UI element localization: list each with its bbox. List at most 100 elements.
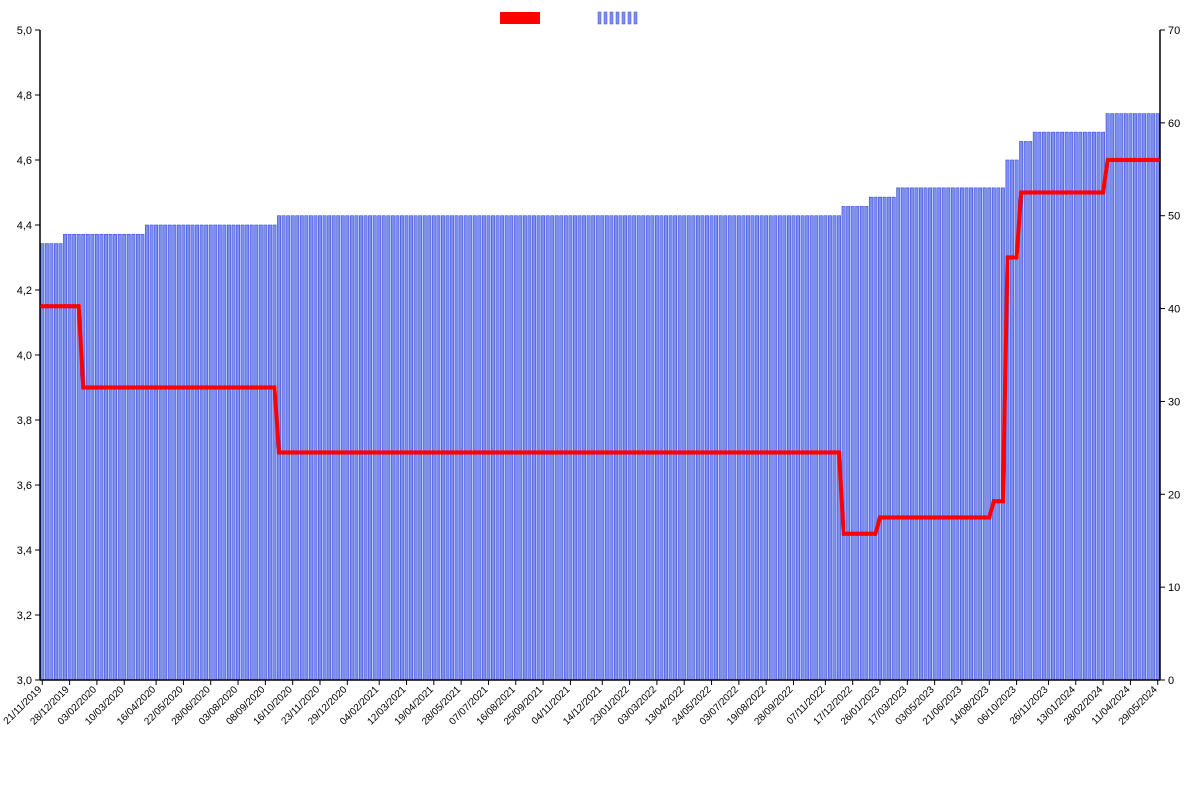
line-marker [527,450,531,454]
line-marker [646,450,650,454]
bar [350,216,353,680]
line-marker [536,450,540,454]
line-marker [86,385,90,389]
line-marker [463,450,467,454]
bar [960,188,963,680]
bar [901,188,904,680]
line-marker [377,450,381,454]
line-marker [500,450,504,454]
bar [801,216,804,680]
bar [1024,141,1027,680]
line-marker [290,450,294,454]
line-marker [1037,190,1041,194]
line-marker [878,515,882,519]
line-marker [1156,158,1160,162]
bar [487,216,490,680]
line-marker [805,450,809,454]
line-marker [149,385,153,389]
bar [810,216,813,680]
bar [532,216,535,680]
ytick-left-label: 4,2 [17,285,32,297]
line-marker [955,515,959,519]
line-marker [718,450,722,454]
bar [355,216,358,680]
bar [464,216,467,680]
bar [1042,132,1045,680]
line-marker [473,450,477,454]
line-marker [509,450,513,454]
bar [100,234,103,680]
bar [824,216,827,680]
line-marker [559,450,563,454]
line-marker [677,450,681,454]
bar [441,216,444,680]
line-marker [1151,158,1155,162]
bar [796,216,799,680]
line-marker [764,450,768,454]
line-marker [577,450,581,454]
bar [1083,132,1086,680]
line-marker [605,450,609,454]
bar [537,216,540,680]
bar [569,216,572,680]
bar [951,188,954,680]
line-marker [281,450,285,454]
line-marker [769,450,773,454]
line-marker [327,450,331,454]
bar [842,206,845,680]
line-marker [755,450,759,454]
line-marker [186,385,190,389]
bar [200,225,203,680]
bar [450,216,453,680]
bar [1065,132,1068,680]
bar [724,216,727,680]
line-marker [1005,255,1009,259]
line-marker [714,450,718,454]
bar [437,216,440,680]
bar [286,216,289,680]
line-marker [946,515,950,519]
line-marker [213,385,217,389]
line-marker [199,385,203,389]
bar [965,188,968,680]
bar [177,225,180,680]
line-marker [618,450,622,454]
bar [68,234,71,680]
line-marker [331,450,335,454]
line-marker [914,515,918,519]
bar [737,216,740,680]
bar [601,216,604,680]
bar [705,216,708,680]
ytick-left-label: 3,8 [17,415,32,427]
line-marker [782,450,786,454]
line-marker [67,304,71,308]
line-marker [1092,190,1096,194]
line-marker [796,450,800,454]
bar [582,216,585,680]
bar [296,216,299,680]
bar [473,216,476,680]
bar [77,234,80,680]
line-marker [664,450,668,454]
line-marker [418,450,422,454]
line-marker [586,450,590,454]
bar [878,197,881,680]
line-marker [95,385,99,389]
ytick-left-label: 4,6 [17,155,32,167]
ytick-right-label: 50 [1168,211,1180,223]
bar [819,216,822,680]
bar [141,234,144,680]
line-marker [732,450,736,454]
line-marker [304,450,308,454]
line-marker [1137,158,1141,162]
bar [50,244,53,680]
line-marker [841,532,845,536]
line-marker [791,450,795,454]
bar [1070,132,1073,680]
bar [815,216,818,680]
bar [1088,132,1091,680]
bar [214,225,217,680]
line-marker [76,304,80,308]
bar [969,188,972,680]
line-marker [295,450,299,454]
